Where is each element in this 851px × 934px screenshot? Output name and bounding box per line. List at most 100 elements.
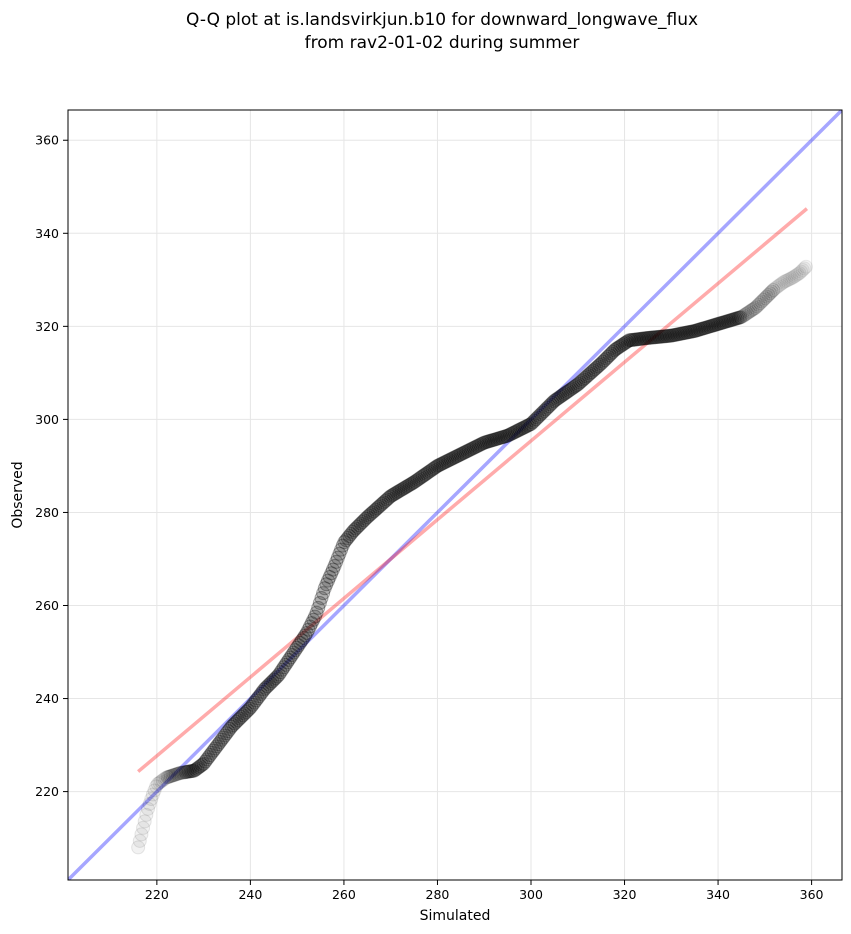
qq-point bbox=[501, 428, 516, 443]
qq-point bbox=[285, 648, 300, 663]
qq-point bbox=[317, 581, 332, 596]
qq-point bbox=[176, 765, 191, 780]
qq-point bbox=[376, 495, 391, 510]
qq-point bbox=[772, 277, 787, 292]
qq-point bbox=[181, 764, 196, 779]
qq-point bbox=[258, 680, 273, 695]
qq-point bbox=[587, 362, 602, 377]
qq-point bbox=[736, 308, 751, 323]
qq-point bbox=[132, 833, 147, 848]
qq-point bbox=[433, 457, 448, 472]
qq-point bbox=[212, 734, 227, 749]
qq-point bbox=[149, 779, 164, 794]
qq-point bbox=[784, 271, 799, 286]
qq-point bbox=[199, 752, 214, 767]
qq-point bbox=[658, 329, 673, 344]
y-tick-label: 320 bbox=[35, 319, 59, 334]
qq-point bbox=[348, 521, 363, 536]
qq-point bbox=[610, 340, 625, 355]
qq-point bbox=[255, 684, 270, 699]
qq-point bbox=[753, 296, 768, 311]
qq-point bbox=[538, 402, 553, 417]
qq-point bbox=[221, 724, 236, 739]
x-tick-label: 260 bbox=[332, 887, 356, 902]
qq-point bbox=[388, 486, 403, 501]
qq-point bbox=[194, 757, 209, 772]
qq-point bbox=[628, 332, 643, 347]
qq-point bbox=[558, 386, 573, 401]
qq-point bbox=[188, 762, 203, 777]
qq-point bbox=[650, 330, 665, 345]
qq-point bbox=[509, 424, 524, 439]
qq-point bbox=[528, 412, 543, 427]
qq-point bbox=[740, 306, 755, 321]
qq-point bbox=[429, 459, 444, 474]
qq-point bbox=[412, 471, 427, 486]
qq-point bbox=[671, 327, 686, 342]
qq-point bbox=[430, 458, 445, 473]
qq-point bbox=[766, 283, 781, 298]
y-tick-label: 340 bbox=[35, 226, 59, 241]
qq-point bbox=[291, 638, 306, 653]
qq-point bbox=[172, 766, 187, 781]
qq-point bbox=[550, 391, 565, 406]
qq-point bbox=[419, 466, 434, 481]
qq-point bbox=[491, 431, 506, 446]
qq-point bbox=[347, 523, 362, 538]
qq-point bbox=[371, 499, 386, 514]
qq-point bbox=[543, 397, 558, 412]
qq-point bbox=[134, 827, 149, 842]
qq-point bbox=[325, 562, 340, 577]
qq-point bbox=[170, 766, 185, 781]
qq-point bbox=[445, 451, 460, 466]
quantile-points bbox=[131, 259, 813, 855]
qq-point bbox=[633, 331, 648, 346]
qq-point bbox=[355, 514, 370, 529]
qq-point bbox=[314, 591, 329, 606]
qq-point bbox=[676, 326, 691, 341]
qq-point bbox=[406, 475, 421, 490]
qq-point bbox=[640, 331, 655, 346]
qq-point bbox=[357, 513, 372, 528]
plot-frame bbox=[67, 109, 843, 881]
x-tick-label: 280 bbox=[426, 887, 450, 902]
qq-point bbox=[720, 314, 735, 329]
chart-title-line-2: from rav2-01-02 during summer bbox=[305, 33, 580, 53]
qq-point bbox=[420, 465, 435, 480]
qq-point bbox=[427, 461, 442, 476]
qq-point bbox=[560, 384, 575, 399]
qq-point bbox=[206, 743, 221, 758]
qq-point bbox=[663, 328, 678, 343]
qq-point bbox=[252, 689, 267, 704]
qq-point bbox=[466, 440, 481, 455]
x-tick-label: 360 bbox=[800, 887, 824, 902]
qq-point bbox=[524, 417, 538, 432]
qq-point bbox=[478, 435, 493, 450]
qq-point bbox=[183, 764, 198, 779]
qq-point bbox=[245, 697, 260, 712]
qq-point bbox=[512, 422, 527, 437]
qq-point bbox=[373, 498, 388, 513]
qq-point bbox=[641, 330, 656, 345]
qq-point bbox=[666, 328, 681, 343]
qq-point bbox=[749, 299, 764, 314]
qq-point bbox=[237, 706, 252, 721]
qq-point bbox=[461, 443, 476, 458]
qq-point bbox=[586, 363, 601, 378]
qq-point bbox=[276, 660, 291, 675]
qq-point bbox=[546, 394, 561, 409]
qq-point bbox=[540, 400, 555, 415]
qq-point bbox=[332, 546, 347, 561]
qq-point bbox=[311, 600, 326, 615]
qq-point bbox=[780, 272, 795, 287]
qq-point bbox=[682, 324, 697, 339]
qq-point bbox=[239, 705, 254, 720]
qq-point bbox=[329, 554, 344, 569]
qq-point bbox=[275, 662, 290, 677]
qq-point bbox=[178, 765, 193, 780]
qq-point bbox=[605, 344, 620, 359]
qq-point bbox=[700, 320, 715, 335]
qq-point bbox=[224, 719, 239, 734]
qq-point bbox=[158, 770, 173, 785]
qq-point bbox=[489, 431, 504, 446]
